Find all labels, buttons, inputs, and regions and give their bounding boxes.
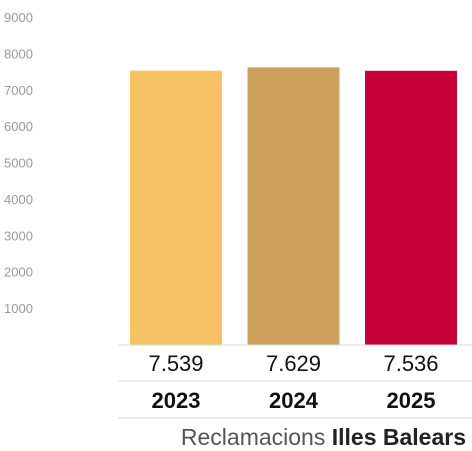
- chart-caption: Reclamacions Illes Balears: [181, 424, 466, 451]
- y-tick-label: 6000: [4, 119, 33, 134]
- y-tick-label: 1000: [4, 301, 33, 316]
- y-tick-label: 9000: [4, 10, 33, 25]
- category-label-2025: 2025: [387, 388, 436, 413]
- category-labels: 2023 2024 2025: [152, 388, 436, 413]
- caption-text: Reclamacions: [180, 424, 332, 450]
- bars: [130, 67, 457, 346]
- bar-2023: [130, 70, 222, 345]
- caption-region: Illes Balears: [331, 424, 466, 450]
- value-label-2024: 7.629: [266, 351, 321, 376]
- category-label-2023: 2023: [152, 388, 201, 413]
- category-label-2024: 2024: [269, 388, 319, 413]
- y-tick-label: 5000: [4, 156, 33, 171]
- value-label-2023: 7.539: [148, 351, 203, 376]
- value-label-2025: 7.536: [383, 351, 438, 376]
- y-tick-label: 3000: [4, 228, 33, 243]
- y-tick-label: 7000: [4, 83, 33, 98]
- y-tick-label: 2000: [4, 265, 33, 280]
- value-labels: 7.539 7.629 7.536: [148, 351, 438, 376]
- y-axis-ticks: 1000 2000 3000 4000 5000 6000 7000 8000 9000: [4, 10, 33, 316]
- bar-2025: [365, 70, 457, 346]
- bar-2024: [247, 67, 340, 346]
- y-tick-label: 4000: [4, 192, 33, 207]
- y-tick-label: 8000: [4, 46, 33, 61]
